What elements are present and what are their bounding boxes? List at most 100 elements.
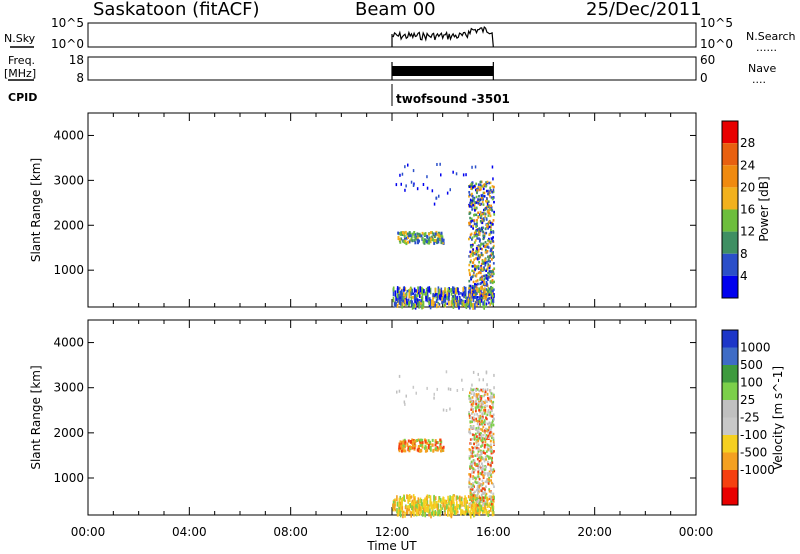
data-cell — [474, 494, 476, 497]
data-cell — [457, 287, 459, 293]
data-cell — [478, 462, 481, 466]
data-cell — [395, 183, 398, 187]
data-cell — [489, 389, 492, 392]
data-cell — [483, 183, 486, 186]
data-cell — [476, 446, 478, 450]
data-cell — [405, 242, 408, 246]
data-cell — [478, 378, 481, 382]
data-cell — [479, 278, 481, 281]
data-cell — [484, 248, 487, 252]
data-cell — [409, 447, 411, 450]
data-cell — [480, 266, 483, 269]
data-cell — [488, 421, 491, 424]
data-cell — [477, 216, 480, 219]
velocity-colorbar-tick: 25 — [740, 393, 755, 407]
data-cell — [481, 285, 483, 288]
data-cell — [394, 503, 396, 510]
data-cell — [485, 370, 488, 374]
data-cell — [476, 422, 479, 425]
data-cell — [416, 504, 418, 509]
data-cell — [488, 488, 491, 491]
data-cell — [426, 498, 428, 501]
data-cell — [404, 440, 407, 444]
data-cell — [417, 497, 420, 504]
data-cell — [474, 454, 477, 457]
data-cell — [486, 225, 488, 229]
data-cell — [488, 399, 491, 403]
data-cell — [450, 507, 453, 514]
data-cell — [481, 217, 484, 221]
data-cell — [470, 184, 473, 188]
data-cell — [477, 267, 480, 270]
data-cell — [462, 287, 464, 292]
data-cell — [471, 219, 474, 222]
data-cell — [489, 495, 492, 498]
data-cell — [417, 303, 419, 307]
data-cell — [477, 250, 480, 253]
data-cell — [480, 243, 482, 246]
data-cell — [489, 275, 492, 279]
data-cell — [424, 498, 426, 505]
data-cell — [451, 500, 454, 506]
data-cell — [474, 291, 477, 294]
data-cell — [479, 416, 482, 420]
data-cell — [392, 289, 395, 297]
data-cell — [435, 441, 438, 445]
data-cell — [425, 501, 428, 507]
data-cell — [477, 402, 480, 405]
data-cell — [489, 473, 492, 477]
velocity-colorbar-swatch — [722, 382, 738, 400]
data-cell — [489, 189, 492, 192]
data-cell — [480, 287, 482, 291]
data-cell — [471, 455, 474, 458]
velocity-colorbar-swatch — [722, 435, 738, 453]
data-cell — [405, 303, 407, 306]
data-cell — [473, 436, 476, 440]
data-cell — [493, 450, 495, 453]
data-cell — [482, 242, 485, 246]
data-cell — [464, 299, 466, 304]
data-cell — [419, 449, 421, 453]
data-cell — [481, 413, 484, 417]
data-cell — [488, 293, 491, 296]
data-cell — [417, 234, 419, 238]
data-cell — [477, 475, 480, 478]
data-cell — [493, 497, 495, 500]
data-cell — [485, 303, 487, 308]
data-cell — [474, 498, 477, 502]
data-cell — [478, 436, 481, 440]
data-cell — [479, 423, 481, 426]
data-cell — [477, 248, 480, 251]
data-cell — [476, 188, 479, 192]
data-cell — [485, 293, 488, 296]
data-cell — [476, 191, 478, 195]
data-cell — [482, 203, 485, 206]
data-cell — [425, 292, 427, 300]
nave-ytick-right: 60 — [700, 53, 715, 67]
data-cell — [488, 301, 490, 305]
data-cell — [475, 225, 477, 228]
data-cell — [396, 293, 399, 298]
data-cell — [469, 489, 472, 493]
data-cell — [438, 288, 440, 295]
data-cell — [392, 500, 395, 505]
data-cell — [452, 290, 455, 294]
data-cell — [476, 245, 479, 249]
data-cell — [485, 218, 488, 221]
data-cell — [485, 450, 488, 453]
data-cell — [405, 298, 407, 301]
data-cell — [474, 209, 476, 212]
data-cell — [480, 436, 483, 439]
data-cell — [414, 293, 417, 299]
data-cell — [442, 449, 445, 452]
data-cell — [424, 449, 427, 453]
data-cell — [398, 237, 401, 241]
data-cell — [486, 392, 489, 396]
data-cell — [478, 199, 481, 202]
data-cell — [481, 470, 484, 474]
data-cell — [486, 430, 489, 434]
data-cell — [400, 499, 403, 502]
data-cell — [490, 425, 493, 428]
data-cell — [413, 231, 416, 234]
data-cell — [466, 499, 468, 504]
